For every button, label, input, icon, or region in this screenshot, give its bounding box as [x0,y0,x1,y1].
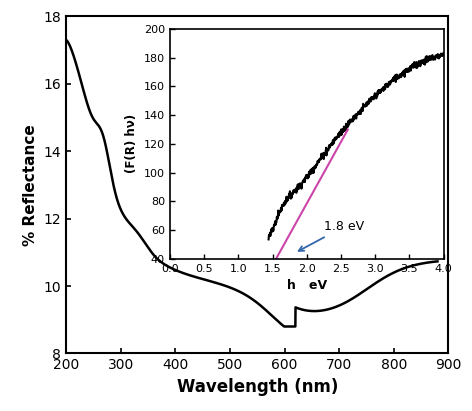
X-axis label: Wavelength (nm): Wavelength (nm) [177,378,338,396]
Y-axis label: % Reflectance: % Reflectance [23,124,38,246]
Text: 1.8 eV: 1.8 eV [299,220,364,251]
X-axis label: h   eV: h eV [287,279,327,292]
Y-axis label: (F(R) hν): (F(R) hν) [126,114,138,173]
